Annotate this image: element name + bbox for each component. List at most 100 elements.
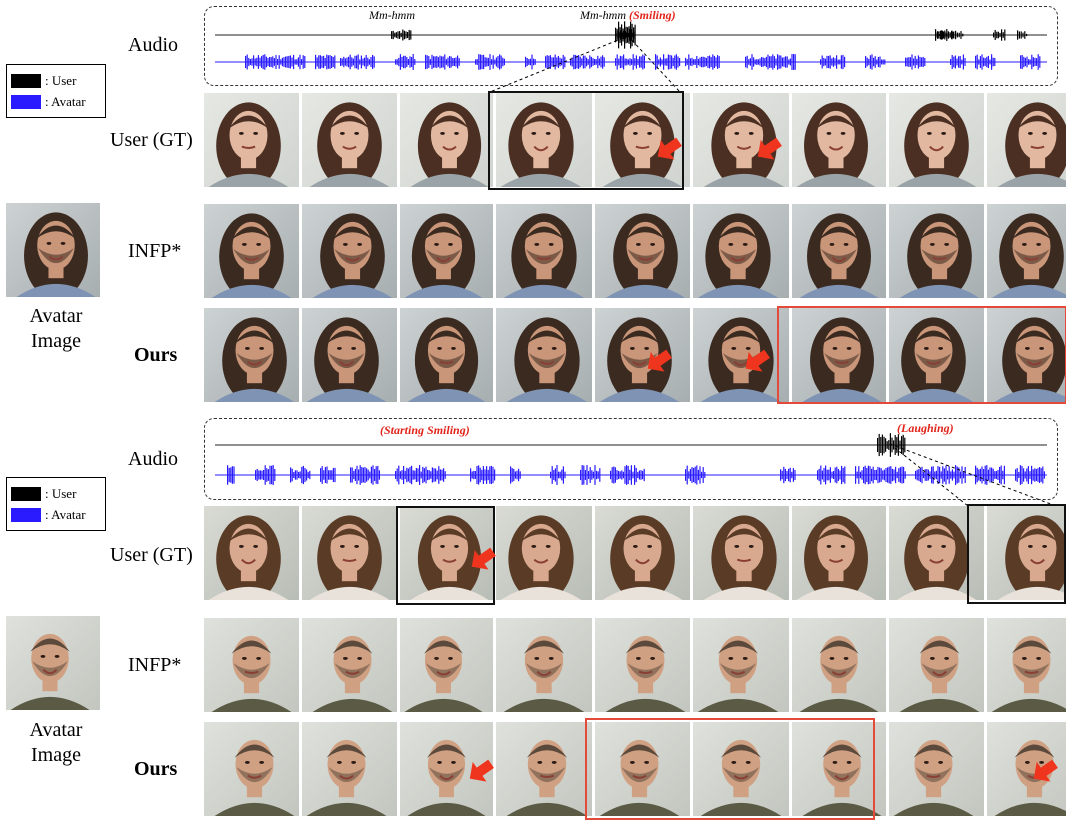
frames-infp-1	[204, 204, 1066, 298]
video-frame	[400, 618, 493, 712]
video-frame	[595, 722, 690, 816]
annotation-1a: Mm-hmm	[369, 8, 415, 23]
video-frame	[204, 618, 299, 712]
video-frame	[792, 722, 886, 816]
video-frame	[889, 93, 984, 187]
audio-waveform-box-2	[204, 418, 1058, 500]
video-frame	[693, 204, 789, 298]
waveform-1	[215, 21, 1047, 70]
legend-avatar-label-2: : Avatar	[45, 507, 86, 522]
video-frame	[792, 204, 886, 298]
waveform-2	[215, 433, 1047, 485]
video-frame	[302, 308, 397, 402]
video-frame	[889, 506, 984, 600]
video-frame	[595, 308, 690, 402]
row-label-ours-2: Ours	[134, 758, 178, 780]
legend-user-label: : User	[45, 73, 77, 88]
legend-avatar-row: : Avatar	[11, 94, 86, 110]
video-frame	[792, 506, 886, 600]
legend-avatar-swatch	[11, 95, 41, 109]
row-label-infp-2: INFP*	[128, 654, 182, 676]
audio-label-1: Audio	[128, 34, 178, 56]
video-frame	[400, 308, 493, 402]
red-arrow-icon	[466, 543, 500, 577]
video-frame	[496, 506, 592, 600]
audio-waveform-box-1	[204, 6, 1058, 86]
video-frame	[693, 308, 789, 402]
video-frame	[204, 722, 299, 816]
video-frame	[987, 308, 1066, 402]
legend-avatar-label: : Avatar	[45, 94, 86, 109]
annotation-1b: Mm-hmm (Smiling)	[580, 8, 676, 23]
video-frame	[204, 308, 299, 402]
row-label-infp-1: INFP*	[128, 240, 182, 262]
annotation-2a-tag: (Starting Smiling)	[380, 423, 470, 437]
video-frame	[400, 204, 493, 298]
video-frame	[595, 204, 690, 298]
video-frame	[204, 204, 299, 298]
row-label-user-gt-2: User (GT)	[110, 544, 193, 566]
red-arrow-icon	[1028, 755, 1062, 789]
video-frame	[496, 93, 592, 187]
annotation-1b-text: Mm-hmm	[580, 8, 626, 22]
video-frame	[693, 618, 789, 712]
video-frame	[693, 722, 789, 816]
video-frame	[595, 506, 690, 600]
legend-user-label-2: : User	[45, 486, 77, 501]
avatar-caption-1: Avatar Image	[6, 304, 106, 354]
red-arrow-icon	[464, 755, 498, 789]
video-frame	[496, 308, 592, 402]
audio-label-2: Audio	[128, 448, 178, 470]
video-frame	[792, 93, 886, 187]
red-arrow-icon	[642, 345, 676, 379]
red-arrow-icon	[752, 133, 786, 167]
legend-user-swatch	[11, 74, 41, 88]
avatar-image-2	[6, 616, 100, 710]
row-label-ours-1: Ours	[134, 344, 178, 366]
video-frame	[302, 204, 397, 298]
video-frame	[889, 308, 984, 402]
frames-ours-1	[204, 308, 1066, 402]
annotation-2b: (Laughing)	[897, 421, 954, 436]
frames-infp-2	[204, 618, 1066, 712]
video-frame	[987, 506, 1066, 600]
avatar-caption-2: Avatar Image	[6, 718, 106, 768]
red-arrow-icon	[740, 345, 774, 379]
video-frame	[595, 618, 690, 712]
video-frame	[889, 618, 984, 712]
frames-ours-2	[204, 722, 1066, 816]
zoom-connector-1	[489, 35, 681, 93]
video-frame	[496, 618, 592, 712]
video-frame	[889, 722, 984, 816]
zoom-connector-2	[889, 443, 1057, 507]
video-frame	[400, 93, 493, 187]
legend-user-swatch-2	[11, 487, 41, 501]
video-frame	[693, 506, 789, 600]
video-frame	[496, 204, 592, 298]
video-frame	[987, 618, 1066, 712]
video-frame	[204, 506, 299, 600]
legend-user-row-2: : User	[11, 486, 76, 502]
video-frame	[595, 93, 690, 187]
frames-user-gt-2	[204, 506, 1066, 600]
video-frame	[987, 204, 1066, 298]
row-label-user-gt-1: User (GT)	[110, 129, 193, 151]
video-frame	[302, 506, 397, 600]
video-frame	[400, 506, 493, 600]
video-frame	[496, 722, 592, 816]
video-frame	[987, 93, 1066, 187]
annotation-1a-text: Mm-hmm	[369, 8, 415, 22]
legend-user-row: : User	[11, 73, 76, 89]
video-frame	[204, 93, 299, 187]
legend-avatar-row-2: : Avatar	[11, 507, 86, 523]
avatar-caption-1-line1: Avatar	[29, 305, 83, 327]
avatar-caption-2-line2: Image	[31, 744, 81, 766]
video-frame	[302, 722, 397, 816]
annotation-2a: (Starting Smiling)	[380, 423, 470, 438]
avatar-caption-1-line2: Image	[31, 330, 81, 352]
avatar-caption-2-line1: Avatar	[29, 719, 83, 741]
video-frame	[302, 618, 397, 712]
video-frame	[792, 308, 886, 402]
video-frame	[400, 722, 493, 816]
annotation-2b-tag: (Laughing)	[897, 421, 954, 435]
